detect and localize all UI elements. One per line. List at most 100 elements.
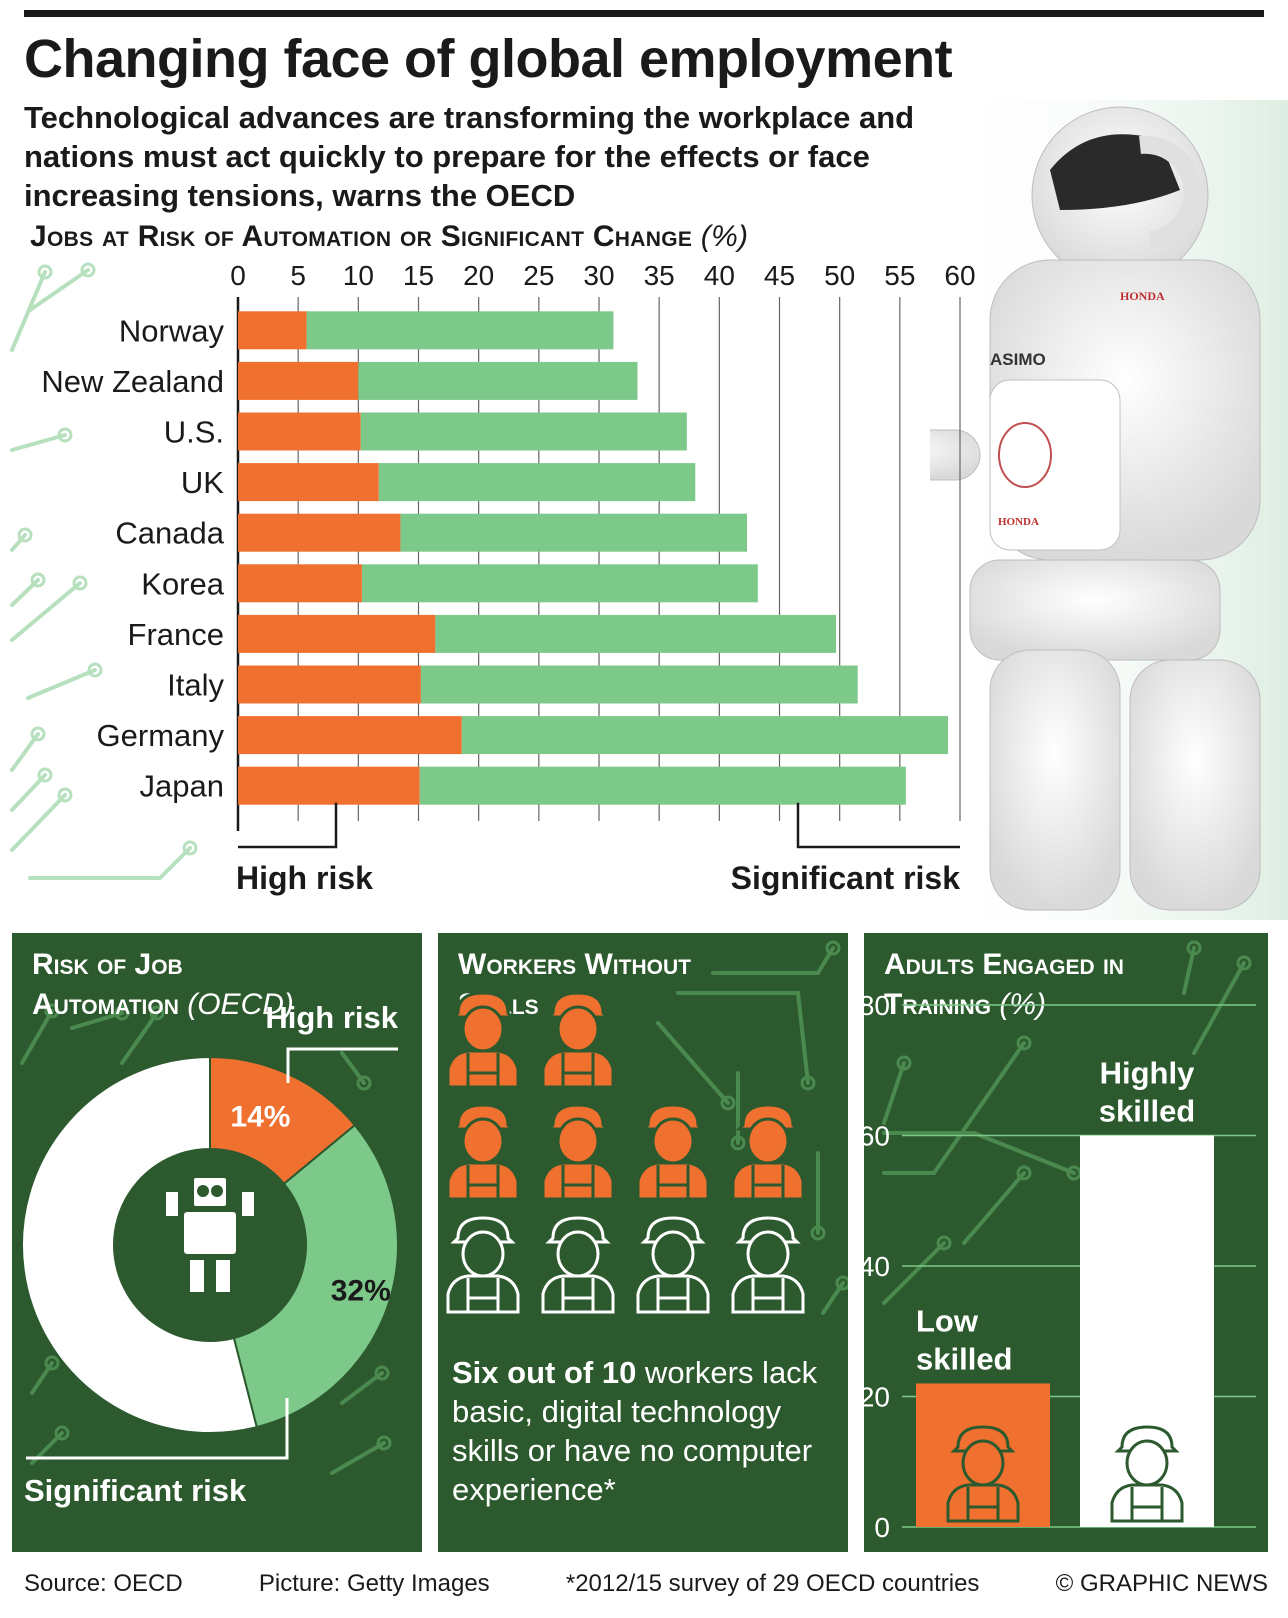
circuit-trace (20, 1009, 54, 1065)
circuit-trace (882, 1241, 946, 1305)
training-title-line1: Adults Engaged in (884, 948, 1124, 981)
chart-category-labels: Norway New Zealand U.S. UK Canada Korea France… (41, 313, 224, 803)
footer-credit: © GRAPHIC NEWS (1055, 1570, 1268, 1597)
category-label: New Zealand (41, 364, 224, 399)
worker-body (446, 1161, 520, 1201)
circuit-trace (962, 1171, 1026, 1245)
risk-donut-chart: 14% 32% High risk Significant risk (21, 1000, 399, 1508)
x-tick-label: 45 (764, 260, 795, 291)
circuit-node (1016, 1035, 1032, 1051)
worker-cap (545, 991, 611, 1019)
circuit-node (1236, 955, 1252, 971)
circuit-trace (70, 1011, 124, 1030)
circuit-node (835, 1275, 848, 1291)
footer: Source: OECD Picture: Getty Images *2012… (24, 1570, 1268, 1598)
circuit-node (17, 527, 33, 543)
high-risk-percent: 14% (230, 1101, 290, 1134)
circuit-decoration (656, 940, 848, 1315)
worker-icon-lacking-skills (731, 1103, 805, 1201)
worker-face (556, 1005, 600, 1053)
robot-head (192, 1176, 228, 1208)
x-tick-label: 35 (644, 260, 675, 291)
x-tick-label: 20 (463, 260, 494, 291)
worker-cap (545, 1216, 611, 1244)
circuit-trace (10, 581, 82, 642)
circuit-node (37, 767, 53, 783)
worker-face (461, 1230, 505, 1278)
bar-segment-significant-risk (400, 513, 748, 552)
circuit-node (376, 1435, 392, 1451)
training-panel-title: Adults Engaged in Training (%) (884, 945, 1124, 1025)
footer-source: Source: OECD (24, 1570, 183, 1597)
risk-of-automation-panel: Risk of Job Automation (OECD) 14% 32% High… (12, 933, 422, 1552)
x-tick-label: 55 (884, 260, 915, 291)
workers-title-line1: Workers Without (458, 948, 691, 981)
circuit-node (825, 940, 841, 956)
category-label: Japan (140, 769, 224, 804)
worker-cap (545, 1103, 611, 1131)
circuit-node (1016, 1165, 1032, 1181)
workers-description: Six out of 10 workers lack basic, digita… (452, 1353, 842, 1509)
bar-segment-significant-risk (358, 361, 638, 400)
worker-face (651, 1230, 695, 1278)
x-tick-label: 0 (230, 260, 246, 291)
page-title: Changing face of global employment (24, 29, 953, 89)
worker-cap (735, 1216, 801, 1244)
worker-face (746, 1117, 790, 1165)
worker-icon-skilled (541, 1216, 615, 1314)
circuit-node (800, 1075, 816, 1091)
worker-icon-skilled (636, 1216, 710, 1314)
worker-cap (450, 991, 516, 1019)
bar-segment-high-risk (238, 412, 361, 451)
worker-icon-low-skilled (946, 1425, 1020, 1523)
circuit-node (87, 662, 103, 678)
worker-icon-skilled (731, 1216, 805, 1314)
svg-text:ASIMO: ASIMO (990, 350, 1046, 369)
category-label: UK (181, 465, 224, 500)
circuit-trace (120, 1011, 159, 1065)
bar-segment-significant-risk (435, 614, 837, 653)
worker-face (461, 1117, 505, 1165)
robot-eye (211, 1185, 223, 1197)
bar-chart-title: Jobs at Risk of Automation or Significan… (30, 220, 748, 254)
low-skilled-label-2: skilled (916, 1341, 1013, 1376)
circuit-trace (340, 1371, 384, 1405)
robot-arm-right (240, 1190, 256, 1218)
worker-body (446, 1049, 520, 1089)
legend-significant-risk: Significant risk (731, 860, 961, 896)
category-label: Canada (115, 516, 224, 551)
circuit-decoration (882, 940, 1252, 1305)
training-y-tick: 60 (864, 1121, 890, 1152)
circuit-node (44, 1003, 60, 1019)
bar-segment-significant-risk (360, 412, 687, 451)
training-y-tick: 40 (864, 1251, 890, 1282)
chart-bars (238, 311, 948, 805)
circuit-node (720, 1095, 736, 1111)
worker-overalls (751, 1165, 785, 1199)
circuit-node (57, 787, 73, 803)
worker-cap (1114, 1425, 1180, 1453)
circuit-node (30, 572, 46, 588)
circuit-node (30, 726, 46, 742)
workers-highlight: Six out of 10 (452, 1355, 637, 1390)
training-y-tick: 80 (864, 990, 890, 1021)
worker-overalls (466, 1165, 500, 1199)
high-risk-label: High risk (265, 1000, 398, 1035)
circuit-trace (10, 433, 67, 452)
worker-body (946, 1483, 1020, 1523)
circuit-trace (656, 1021, 730, 1105)
worker-face (556, 1230, 600, 1278)
x-tick-label: 30 (583, 260, 614, 291)
robot-leg-right (214, 1258, 232, 1294)
legend-leader-significant (796, 802, 960, 849)
circuit-node (57, 427, 73, 443)
circuit-node (80, 262, 96, 278)
low-skilled-label-1: Low (916, 1303, 979, 1338)
worker-face (461, 1005, 505, 1053)
worker-overalls (466, 1053, 500, 1087)
worker-overalls (656, 1165, 690, 1199)
bar-segment-high-risk (238, 614, 436, 653)
training-y-tick: 0 (874, 1512, 890, 1543)
worker-face (1125, 1439, 1169, 1487)
